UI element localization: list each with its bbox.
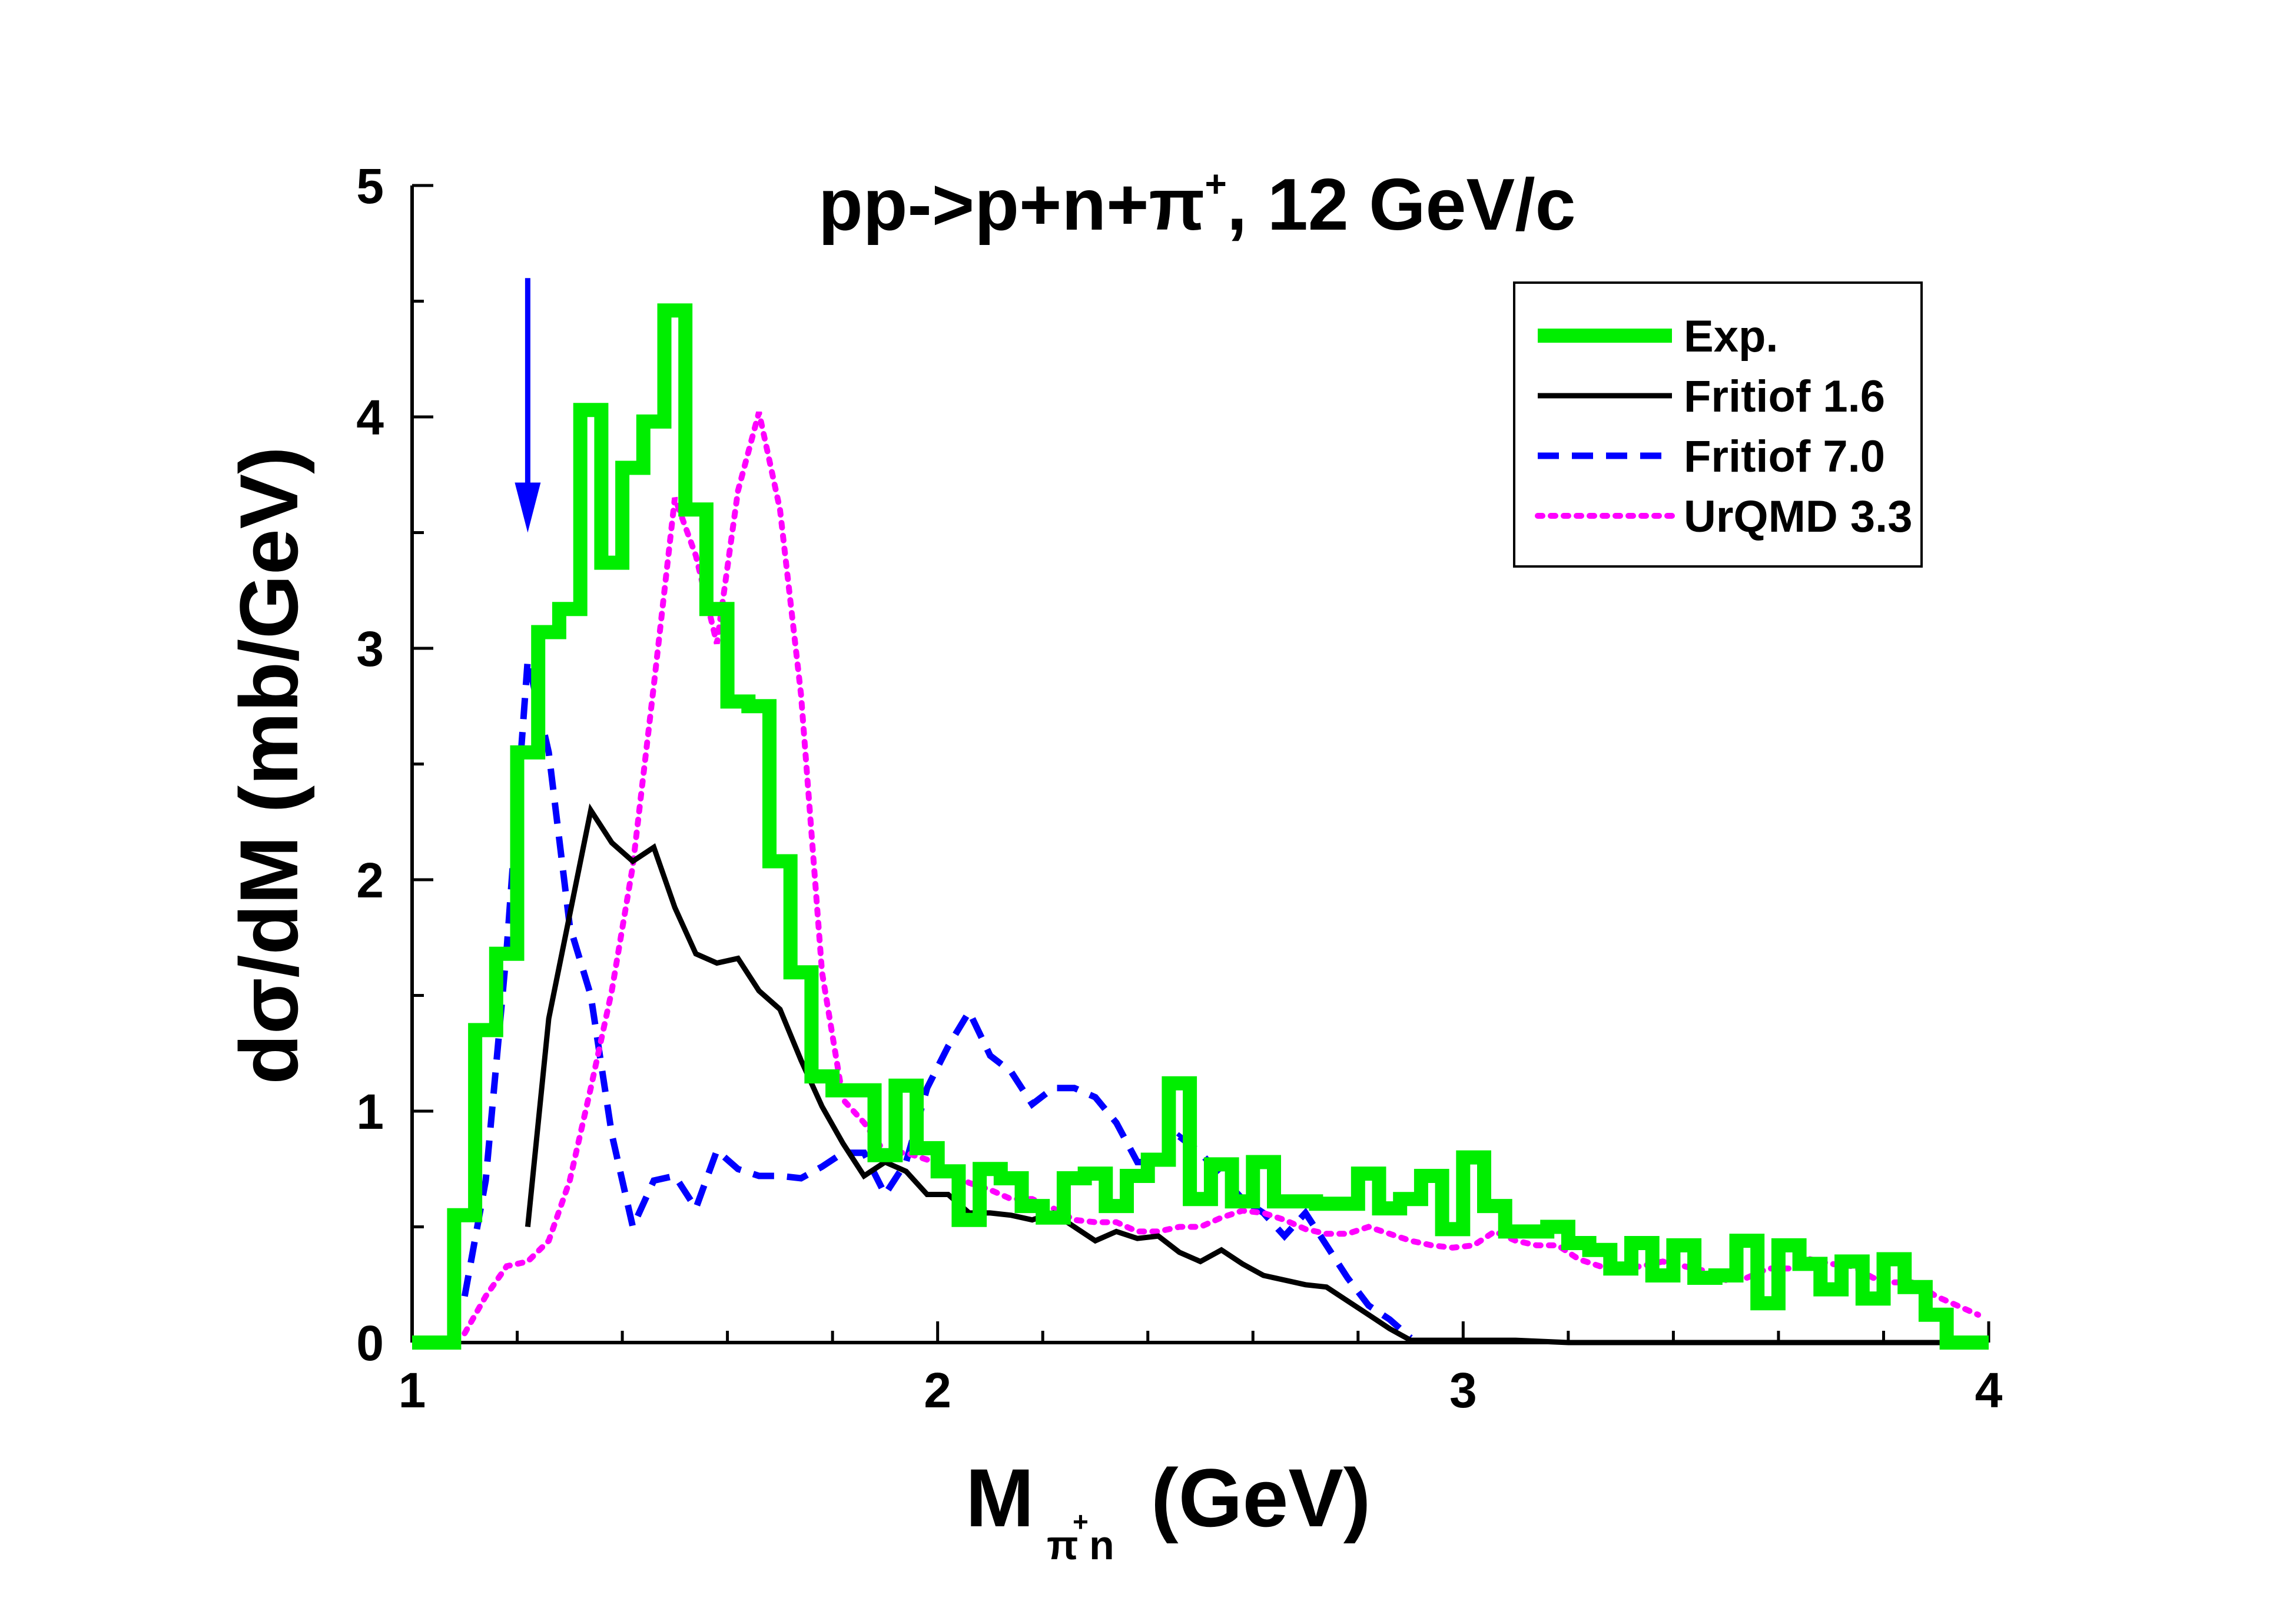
x-tick-label: 4 [1975, 1363, 2003, 1418]
y-tick-label: 3 [356, 621, 384, 677]
x-tick-label: 1 [399, 1363, 426, 1418]
legend: Exp. Fritiof 1.6 Fritiof 7.0 UrQMD 3.3 [1513, 281, 1923, 568]
legend-label: Exp. [1684, 311, 1779, 362]
series-line-exp [412, 303, 1989, 1350]
series-line-fritiof-1-6 [525, 803, 1989, 1345]
legend-label: Fritiof 7.0 [1684, 432, 1885, 482]
x-axis-label-tail: (GeV) [1151, 1451, 1371, 1544]
threshold-arrow [515, 278, 541, 533]
x-axis-label-sub: π [1047, 1522, 1079, 1568]
legend-items: Exp. Fritiof 1.6 Fritiof 7.0 UrQMD 3.3 [1535, 311, 1913, 542]
chart-title-sup: + [1205, 163, 1226, 205]
chart-title: pp->p+n+π+, 12 GeV/c [818, 163, 1576, 246]
legend-label: Fritiof 1.6 [1684, 372, 1885, 422]
x-axis-label-sub2: n [1089, 1522, 1114, 1568]
y-tick-label: 0 [356, 1315, 384, 1371]
tick-group [410, 184, 1990, 1344]
x-axis-label: M π + n (GeV) [965, 1451, 1371, 1568]
y-tick-label: 4 [356, 390, 384, 445]
x-axis-label-sup: + [1073, 1506, 1089, 1537]
y-tick-label: 2 [356, 853, 384, 908]
x-axis-label-main: M [965, 1451, 1034, 1544]
legend-label: UrQMD 3.3 [1684, 492, 1913, 542]
arrow-head [515, 482, 541, 533]
series-line-fritiof-7-0 [461, 659, 1413, 1341]
x-tick-label: 2 [924, 1363, 951, 1418]
chart-title-tail: , 12 GeV/c [1227, 164, 1576, 246]
chart-title-main: pp->p+n+π [818, 164, 1205, 246]
y-tick-label: 1 [356, 1084, 384, 1139]
y-tick-label: 5 [356, 158, 384, 214]
y-axis-label: dσ/dM (mb/GeV) [223, 446, 315, 1085]
x-tick-label: 3 [1449, 1363, 1477, 1418]
plot-area [412, 303, 1989, 1350]
